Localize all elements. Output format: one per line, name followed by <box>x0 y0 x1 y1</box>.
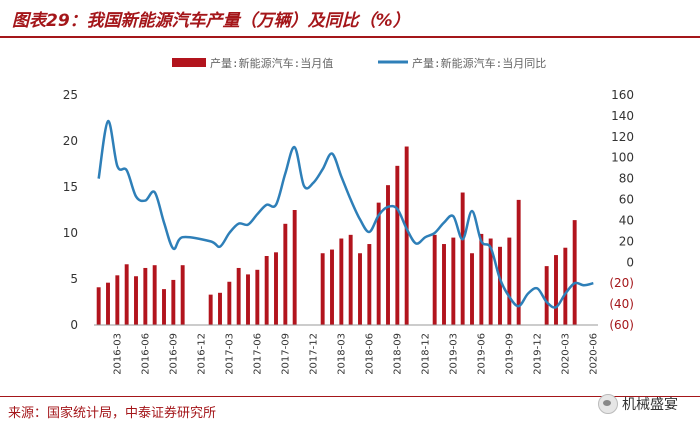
right-tick-label: 100 <box>611 151 634 165</box>
bar <box>358 253 362 325</box>
right-tick-label: 120 <box>611 130 634 144</box>
bar <box>115 275 120 325</box>
bar <box>470 253 474 325</box>
bar <box>264 256 269 325</box>
bar <box>246 274 250 325</box>
bar <box>386 185 390 325</box>
bar <box>516 199 521 325</box>
nev-production-chart: 产量:新能源汽车:当月值 产量:新能源汽车:当月同比 0 5 10 15 20 25 (6… <box>63 56 634 375</box>
chart-legend: 产量:新能源汽车:当月值 产量:新能源汽车:当月同比 <box>172 56 546 70</box>
bar <box>554 255 558 325</box>
bar <box>395 165 400 325</box>
x-tick-label: 2017-09 <box>280 333 291 375</box>
footer-divider <box>0 396 700 397</box>
bar <box>451 237 456 325</box>
right-tick-label: 20 <box>619 234 634 248</box>
x-tick-label: 2019-12 <box>532 333 543 375</box>
bar <box>488 238 493 325</box>
bar <box>563 247 568 325</box>
left-tick-label: 0 <box>70 318 78 332</box>
bar <box>134 276 138 325</box>
bar <box>432 234 437 325</box>
x-tick-label: 2016-06 <box>140 333 151 375</box>
left-tick-label: 10 <box>63 226 78 240</box>
bar-series <box>94 146 598 326</box>
left-tick-label: 25 <box>63 88 78 102</box>
x-tick-label: 2019-06 <box>476 333 487 375</box>
left-tick-label: 20 <box>63 134 78 148</box>
bar <box>96 287 101 325</box>
bar <box>227 281 232 325</box>
bar <box>348 234 353 325</box>
x-tick-label: 2019-09 <box>504 333 515 375</box>
legend-line-label: 产量:新能源汽车:当月同比 <box>412 56 546 70</box>
bar <box>152 265 157 325</box>
bar <box>479 233 484 325</box>
bar <box>255 269 260 325</box>
bar <box>404 146 409 325</box>
bar <box>460 192 465 325</box>
bar <box>367 244 372 325</box>
bar <box>218 292 222 325</box>
line-series <box>97 119 594 309</box>
left-axis: 0 5 10 15 20 25 <box>63 88 78 332</box>
bar <box>124 264 129 325</box>
bar <box>507 237 512 325</box>
right-tick-label: 40 <box>619 213 634 227</box>
bar <box>572 220 577 325</box>
x-tick-label: 2019-03 <box>448 333 459 375</box>
x-tick-label: 2016-03 <box>112 333 123 375</box>
source-note: 来源：国家统计局，中泰证券研究所 <box>8 406 217 421</box>
bar <box>236 267 241 325</box>
yoy-line <box>97 119 594 309</box>
x-tick-label: 2017-06 <box>252 333 263 375</box>
bar <box>171 279 176 325</box>
x-tick-label: 2018-09 <box>392 333 403 375</box>
right-tick-label: 140 <box>611 109 634 123</box>
x-tick-label: 2017-03 <box>224 333 235 375</box>
x-tick-label: 2018-03 <box>336 333 347 375</box>
figure-title: 图表29：我国新能源汽车产量（万辆）及同比（%） <box>12 11 410 31</box>
bar <box>330 249 334 325</box>
bar <box>320 253 325 325</box>
right-tick-label: 0 <box>626 255 634 269</box>
legend-bar-label: 产量:新能源汽车:当月值 <box>210 56 333 70</box>
right-tick-label: (60) <box>609 318 634 332</box>
watermark-text: 机械盛宴 <box>622 397 678 413</box>
x-tick-label: 2018-06 <box>364 333 375 375</box>
x-tick-label: 2020-06 <box>588 333 599 375</box>
figure-header: 图表29：我国新能源汽车产量（万辆）及同比（%） <box>0 0 700 38</box>
x-tick-label: 2017-12 <box>308 333 319 375</box>
bar <box>180 265 185 325</box>
right-tick-label: (40) <box>609 297 634 311</box>
bar <box>292 210 297 325</box>
bar <box>442 244 446 325</box>
bar <box>498 246 502 325</box>
bar <box>106 282 110 325</box>
bar <box>376 202 381 325</box>
x-tick-label: 2018-12 <box>420 333 431 375</box>
watermark: 机械盛宴 <box>598 394 678 414</box>
left-tick-label: 5 <box>70 272 78 286</box>
right-tick-label: 160 <box>611 88 634 102</box>
bar <box>283 223 288 325</box>
right-axis: (60) (40) (20) 0 20 40 60 80 100 120 140 160 <box>609 88 634 332</box>
header-divider <box>0 36 700 38</box>
bar <box>143 267 148 325</box>
x-tick-label: 2020-03 <box>560 333 571 375</box>
legend-bar-swatch <box>172 58 206 67</box>
bar <box>339 238 344 325</box>
right-tick-label: (20) <box>609 276 634 290</box>
x-tick-label: 2016-09 <box>168 333 179 375</box>
wechat-icon <box>598 394 618 414</box>
x-axis: 2016-03 2016-06 2016-09 2016-12 2017-03 2017-… <box>112 333 599 375</box>
right-tick-label: 80 <box>619 172 634 186</box>
bar <box>274 252 278 325</box>
bar <box>208 294 213 325</box>
right-tick-label: 60 <box>619 193 634 207</box>
left-tick-label: 15 <box>63 180 78 194</box>
x-tick-label: 2016-12 <box>196 333 207 375</box>
bar <box>162 289 166 325</box>
bar <box>544 266 549 325</box>
